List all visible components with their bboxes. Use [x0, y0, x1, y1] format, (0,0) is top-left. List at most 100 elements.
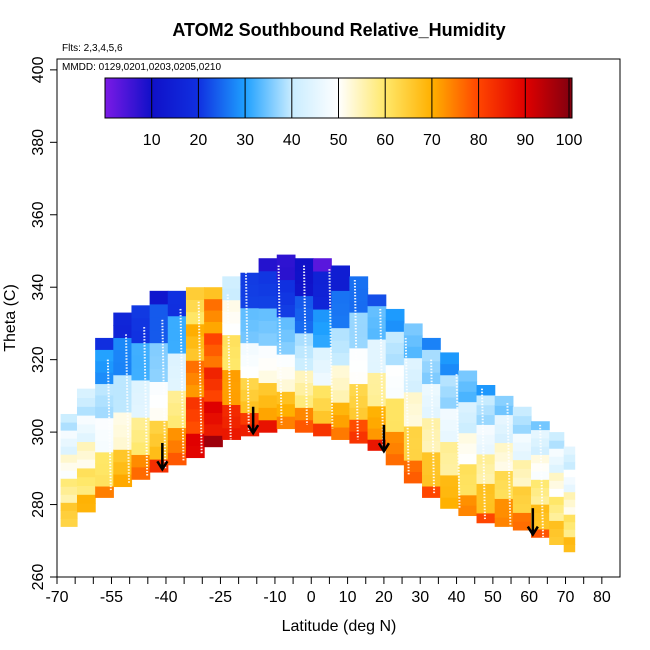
heatmap-cell	[458, 453, 478, 465]
heatmap-cell	[60, 438, 78, 447]
y-tick-label: 380	[30, 129, 47, 156]
heatmap-cell	[76, 450, 96, 460]
heatmap-cell	[60, 478, 78, 487]
heatmap-cell	[549, 440, 565, 449]
heatmap-cell	[222, 334, 242, 347]
heatmap-cell	[204, 332, 223, 345]
heatmap-cell	[367, 361, 387, 373]
flight-track	[244, 269, 250, 433]
heatmap-cell	[440, 485, 459, 498]
heatmap-cell	[113, 387, 133, 401]
heatmap-cell	[403, 346, 423, 359]
heatmap-cell	[131, 367, 151, 381]
heatmap-cell	[367, 416, 387, 429]
heatmap-cell	[422, 463, 441, 476]
heatmap-cell	[331, 402, 350, 416]
colorbar-tick-label: 80	[470, 132, 488, 149]
heatmap-cell	[422, 406, 441, 419]
heatmap-cell	[276, 329, 296, 343]
heatmap-cell	[185, 360, 205, 373]
heatmap-cell	[113, 411, 133, 425]
heatmap-cell	[95, 372, 114, 385]
plot-frame	[56, 58, 621, 578]
heatmap-cell	[167, 315, 187, 329]
heatmap-cell	[204, 321, 223, 334]
heatmap-cell	[403, 380, 423, 393]
x-axis: -70 -55 -40 -25 -10 0 10 20 30 40 50 60 70 80	[45, 577, 611, 606]
heatmap-cell	[476, 503, 496, 514]
heatmap-cell	[331, 315, 350, 329]
heatmap-cell	[76, 397, 96, 407]
heatmap-cell	[494, 414, 514, 425]
heatmap-cell	[422, 451, 441, 464]
heatmap-cell	[403, 368, 423, 381]
heatmap-cell	[367, 316, 387, 329]
heatmap-cell	[131, 441, 151, 455]
heatmap-cell	[185, 372, 205, 386]
heatmap-cell	[531, 446, 550, 455]
y-axis-label: Theta (C)	[2, 284, 19, 352]
heatmap-cell	[403, 323, 423, 336]
heatmap-cell	[167, 365, 187, 379]
x-tick-label: 0	[307, 589, 316, 606]
y-tick-label: 300	[30, 419, 47, 446]
heatmap-cell	[458, 474, 478, 485]
heatmap-cell	[167, 377, 187, 391]
heatmap-cell	[385, 409, 405, 421]
heatmap-cell	[563, 469, 576, 478]
x-tick-label: -25	[209, 589, 232, 606]
heatmap-cell	[549, 504, 565, 513]
heatmap-cell	[476, 453, 496, 465]
heatmap-cell	[167, 402, 187, 416]
heatmap-cell	[60, 510, 78, 519]
heatmap-cell	[131, 330, 151, 344]
heatmap-cell	[476, 404, 496, 416]
heatmap-cell	[95, 417, 114, 430]
heatmap-cell	[76, 406, 96, 416]
chart-title: ATOM2 Southbound Relative_Humidity	[172, 20, 505, 40]
heatmap-cell	[185, 420, 205, 434]
heatmap-cell	[563, 454, 576, 463]
heatmap-cell	[549, 528, 565, 537]
heatmap-cell	[476, 493, 496, 504]
heatmap-cell	[95, 474, 114, 487]
heatmap-cell	[403, 471, 423, 484]
colorbar: 10 20 30 40 50 60 70 80 90 100	[104, 77, 582, 149]
heatmap-cell	[458, 411, 478, 423]
plot-area	[60, 254, 576, 553]
heatmap-cell	[240, 307, 260, 320]
heatmap-cell	[563, 476, 576, 485]
heatmap-cell	[294, 419, 314, 433]
x-tick-label: -40	[154, 589, 177, 606]
heatmap-cell	[422, 440, 441, 453]
heatmap-cell	[258, 407, 278, 421]
heatmap-cell	[294, 394, 314, 408]
arrow-head	[377, 442, 390, 454]
heatmap-cell	[131, 429, 151, 443]
heatmap-cell	[403, 448, 423, 461]
heatmap-cell	[549, 536, 565, 545]
heatmap-cell	[131, 355, 151, 369]
heatmap-cell	[95, 440, 114, 453]
heatmap-cell	[240, 330, 260, 344]
heatmap-cell	[95, 337, 114, 350]
heatmap-cell	[258, 258, 278, 272]
heatmap-cell	[131, 454, 151, 468]
heatmap-cell	[512, 485, 532, 496]
heatmap-cell	[494, 423, 514, 434]
heatmap-cell	[563, 536, 576, 545]
heatmap-cell	[76, 415, 96, 425]
flight-track	[353, 279, 359, 440]
heatmap-cell	[113, 349, 133, 363]
heatmap-cell	[563, 506, 576, 515]
heatmap-cell	[95, 406, 114, 419]
heatmap-cell	[403, 425, 423, 438]
x-tick-label: 60	[520, 589, 538, 606]
heatmap-cell	[313, 308, 332, 323]
heatmap-cell	[440, 363, 459, 376]
heatmap-cell	[494, 516, 514, 527]
x-axis-label: Latitude (deg N)	[282, 618, 397, 635]
heatmap-cell	[131, 417, 151, 431]
heatmap-cell	[476, 394, 496, 406]
heatmap-cell	[367, 439, 387, 451]
